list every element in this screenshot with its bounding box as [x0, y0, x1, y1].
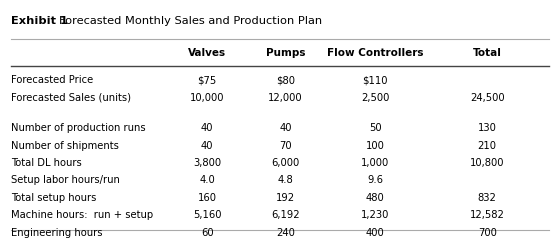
Text: 2,500: 2,500	[361, 92, 389, 103]
Text: Number of shipments: Number of shipments	[11, 141, 119, 151]
Text: 6,192: 6,192	[271, 210, 300, 220]
Text: 40: 40	[201, 123, 213, 133]
Text: Setup labor hours/run: Setup labor hours/run	[11, 175, 120, 185]
Text: 70: 70	[279, 141, 292, 151]
Text: Exhibit 1: Exhibit 1	[11, 16, 68, 26]
Text: 24,500: 24,500	[470, 92, 505, 103]
Text: 480: 480	[366, 193, 385, 203]
Text: 240: 240	[276, 228, 295, 238]
Text: 192: 192	[276, 193, 295, 203]
Text: $110: $110	[362, 75, 388, 85]
Text: 160: 160	[198, 193, 217, 203]
Text: Total: Total	[473, 48, 502, 58]
Text: Pumps: Pumps	[266, 48, 305, 58]
Text: Total setup hours: Total setup hours	[11, 193, 96, 203]
Text: 100: 100	[366, 141, 385, 151]
Text: $80: $80	[276, 75, 295, 85]
Text: 1,230: 1,230	[361, 210, 389, 220]
Text: Machine hours:  run + setup: Machine hours: run + setup	[11, 210, 153, 220]
Text: 9.6: 9.6	[367, 175, 383, 185]
Text: 1,000: 1,000	[361, 158, 389, 168]
Text: 12,000: 12,000	[268, 92, 303, 103]
Text: 40: 40	[279, 123, 292, 133]
Text: Forecasted Monthly Sales and Production Plan: Forecasted Monthly Sales and Production …	[59, 16, 322, 26]
Text: 50: 50	[369, 123, 381, 133]
Text: Valves: Valves	[188, 48, 226, 58]
Text: Engineering hours: Engineering hours	[11, 228, 102, 238]
Text: Forecasted Sales (units): Forecasted Sales (units)	[11, 92, 131, 103]
Text: 3,800: 3,800	[193, 158, 221, 168]
Text: 700: 700	[478, 228, 497, 238]
Text: 10,000: 10,000	[190, 92, 225, 103]
Text: 40: 40	[201, 141, 213, 151]
Text: 6,000: 6,000	[272, 158, 300, 168]
Text: Number of production runs: Number of production runs	[11, 123, 146, 133]
Text: 130: 130	[478, 123, 497, 133]
Text: Total DL hours: Total DL hours	[11, 158, 82, 168]
Text: 5,160: 5,160	[193, 210, 221, 220]
Text: 832: 832	[478, 193, 497, 203]
Text: 12,582: 12,582	[470, 210, 505, 220]
Text: $75: $75	[198, 75, 217, 85]
Text: 400: 400	[366, 228, 385, 238]
Text: 60: 60	[201, 228, 213, 238]
Text: 210: 210	[478, 141, 497, 151]
Text: 4.8: 4.8	[278, 175, 293, 185]
Text: Flow Controllers: Flow Controllers	[327, 48, 423, 58]
Text: Forecasted Price: Forecasted Price	[11, 75, 94, 85]
Text: 4.0: 4.0	[199, 175, 215, 185]
Text: 10,800: 10,800	[470, 158, 505, 168]
